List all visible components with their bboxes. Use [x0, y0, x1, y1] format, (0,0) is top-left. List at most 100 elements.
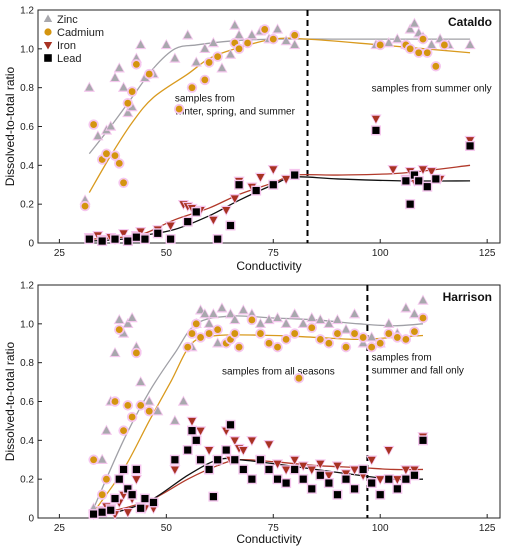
data-point-cadmium	[261, 26, 269, 33]
data-point-lead	[359, 465, 367, 474]
data-point-zinc	[217, 303, 226, 312]
data-point-zinc	[427, 40, 436, 48]
y-tick-label: 1.0	[20, 319, 34, 330]
data-point-cadmium	[411, 328, 418, 335]
data-point-cadmium	[359, 334, 367, 341]
series-cadmium	[79, 24, 450, 212]
data-point-zinc	[342, 325, 350, 333]
data-point-iron	[196, 427, 205, 436]
y-axis-label: Dissolved-to-total ratio	[3, 341, 17, 461]
data-point-zinc	[115, 63, 124, 72]
data-point-lead	[214, 456, 222, 464]
data-point-zinc	[200, 309, 209, 318]
data-point-cadmium	[115, 326, 123, 334]
data-point-zinc	[140, 73, 149, 81]
annotation-text: winter, spring, and summer	[174, 106, 296, 117]
data-point-cadmium	[205, 330, 213, 337]
data-point-iron	[282, 175, 291, 184]
data-point-cadmium	[145, 70, 153, 78]
data-point-cadmium	[188, 84, 196, 92]
series-lead	[88, 419, 428, 520]
data-point-cadmium	[192, 320, 200, 328]
data-point-zinc	[466, 40, 475, 48]
data-point-iron	[342, 470, 350, 478]
data-point-cadmium	[334, 330, 341, 337]
data-point-iron	[269, 166, 278, 174]
data-point-cadmium	[423, 49, 431, 57]
data-point-cadmium	[115, 159, 123, 167]
data-point-zinc	[183, 30, 192, 39]
data-point-lead	[308, 485, 316, 493]
data-point-lead	[205, 465, 213, 474]
data-point-cadmium	[393, 334, 401, 341]
data-point-cadmium	[90, 121, 98, 128]
data-point-iron	[170, 466, 179, 474]
data-point-iron	[123, 509, 132, 517]
legend-marker-lead	[44, 54, 52, 62]
data-point-iron	[230, 437, 239, 445]
data-point-lead	[128, 491, 136, 499]
data-point-zinc	[414, 28, 423, 37]
data-point-lead	[265, 465, 273, 474]
y-tick-label: 1.2	[20, 6, 34, 17]
data-point-cadmium	[376, 339, 384, 347]
data-point-zinc	[119, 83, 128, 91]
data-point-zinc	[209, 38, 218, 47]
data-point-lead	[393, 485, 401, 493]
data-point-zinc	[384, 319, 393, 327]
data-point-zinc	[307, 313, 316, 322]
data-point-iron	[136, 228, 145, 236]
data-point-lead	[154, 229, 162, 237]
data-point-lead	[239, 465, 247, 474]
data-point-cadmium	[214, 53, 222, 60]
x-tick-label: 25	[54, 523, 66, 534]
data-point-lead	[333, 491, 342, 499]
data-point-iron	[419, 166, 427, 174]
data-point-cadmium	[214, 326, 222, 334]
data-point-cadmium	[419, 314, 427, 322]
data-point-zinc	[419, 296, 427, 304]
annotation-text: samples from	[175, 93, 235, 104]
data-point-lead	[291, 465, 299, 474]
data-point-iron	[188, 417, 196, 426]
legend-label: Cadmium	[57, 27, 104, 39]
data-point-zinc	[136, 40, 145, 48]
y-tick-label: 1.0	[20, 44, 34, 55]
data-point-iron	[166, 222, 175, 230]
data-point-cadmium	[265, 339, 273, 347]
data-point-lead	[184, 218, 192, 226]
data-point-lead	[376, 491, 384, 499]
data-point-zinc	[111, 348, 119, 356]
data-point-cadmium	[235, 45, 243, 53]
data-point-lead	[368, 479, 376, 487]
data-point-lead	[466, 142, 474, 150]
data-point-zinc	[290, 309, 299, 318]
data-point-zinc	[85, 83, 94, 91]
data-point-zinc	[436, 34, 445, 43]
data-point-zinc	[123, 108, 132, 116]
data-point-zinc	[196, 305, 205, 314]
data-point-lead	[252, 186, 260, 195]
data-point-lead	[141, 235, 149, 243]
data-point-zinc	[98, 455, 107, 463]
data-point-lead	[111, 494, 119, 503]
data-point-lead	[107, 506, 115, 514]
data-point-zinc	[192, 58, 201, 66]
annotation-text: samples from	[372, 353, 432, 364]
data-point-cadmium	[132, 349, 140, 357]
data-point-lead	[231, 456, 239, 464]
data-point-cadmium	[248, 316, 256, 324]
data-point-lead	[184, 446, 192, 454]
data-point-zinc	[226, 309, 235, 318]
data-point-zinc	[170, 416, 179, 424]
data-point-zinc	[384, 38, 393, 47]
y-tick-label: 0.6	[20, 397, 34, 408]
legend-label: Lead	[57, 53, 81, 65]
data-point-cadmium	[342, 343, 350, 351]
data-point-zinc	[153, 406, 162, 415]
x-tick-label: 100	[372, 248, 389, 259]
data-point-zinc	[273, 25, 282, 33]
data-point-cadmium	[415, 49, 423, 57]
